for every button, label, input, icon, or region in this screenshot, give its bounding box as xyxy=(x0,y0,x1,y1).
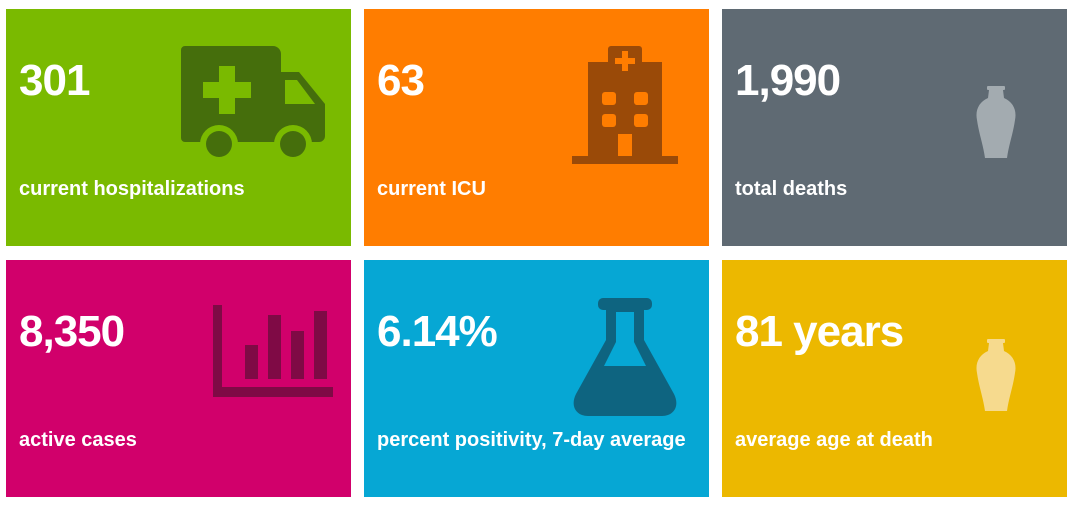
percent-positivity-value: 6.14% xyxy=(377,307,498,356)
average-age-label: average age at death xyxy=(735,429,933,451)
percent-positivity-label: percent positivity, 7-day average xyxy=(377,429,686,451)
average-age-tile: 81 years average age at death xyxy=(722,260,1067,497)
average-age-value: 81 years xyxy=(735,307,904,356)
hospital-building-icon xyxy=(572,46,678,164)
total-deaths-value: 1,990 xyxy=(735,56,841,105)
hospitalizations-tile: 301 current hospitalizations xyxy=(6,9,351,246)
urn-icon xyxy=(976,339,1016,411)
bar-chart-icon xyxy=(213,305,333,397)
hospitalizations-value: 301 xyxy=(19,56,90,105)
icu-value: 63 xyxy=(377,56,425,105)
active-cases-value: 8,350 xyxy=(19,307,125,356)
icu-label: current ICU xyxy=(377,178,486,200)
ambulance-icon xyxy=(181,46,325,163)
active-cases-tile: 8,350 active cases xyxy=(6,260,351,497)
total-deaths-label: total deaths xyxy=(735,178,848,200)
flask-icon xyxy=(573,298,677,416)
total-deaths-tile: 1,990 total deaths xyxy=(722,9,1067,246)
urn-icon xyxy=(976,86,1016,158)
icu-tile: 63 current ICU xyxy=(364,9,709,246)
active-cases-label: active cases xyxy=(19,429,137,451)
percent-positivity-tile: 6.14% percent positivity, 7-day average xyxy=(364,260,709,497)
stats-grid: 301 current hospitalizations 63 xyxy=(6,9,1068,499)
hospitalizations-label: current hospitalizations xyxy=(19,178,245,200)
